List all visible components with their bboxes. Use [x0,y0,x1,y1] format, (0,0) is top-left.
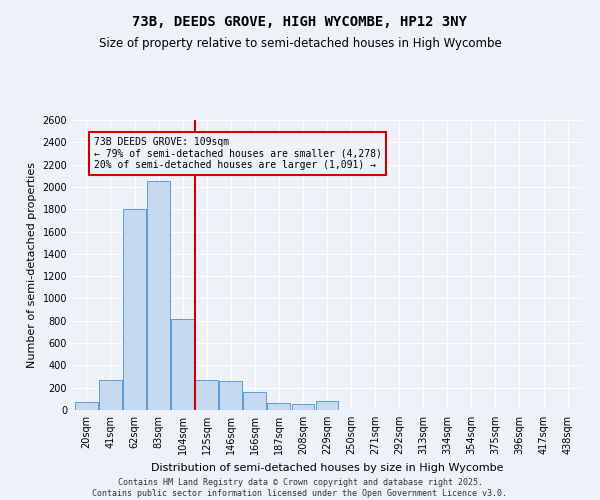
Bar [75,402,98,410]
Text: Size of property relative to semi-detached houses in High Wycombe: Size of property relative to semi-detach… [98,38,502,51]
Text: Contains HM Land Registry data © Crown copyright and database right 2025.
Contai: Contains HM Land Registry data © Crown c… [92,478,508,498]
Bar [316,401,338,410]
Bar [147,182,170,410]
Bar [195,380,218,410]
Bar [268,403,290,410]
X-axis label: Distribution of semi-detached houses by size in High Wycombe: Distribution of semi-detached houses by … [151,462,503,472]
Bar [220,381,242,410]
Text: 73B DEEDS GROVE: 109sqm
← 79% of semi-detached houses are smaller (4,278)
20% of: 73B DEEDS GROVE: 109sqm ← 79% of semi-de… [94,136,382,170]
Bar [244,392,266,410]
Bar [99,380,122,410]
Bar [123,209,146,410]
Bar [171,318,194,410]
Y-axis label: Number of semi-detached properties: Number of semi-detached properties [27,162,37,368]
Bar [292,404,314,410]
Text: 73B, DEEDS GROVE, HIGH WYCOMBE, HP12 3NY: 73B, DEEDS GROVE, HIGH WYCOMBE, HP12 3NY [133,15,467,29]
